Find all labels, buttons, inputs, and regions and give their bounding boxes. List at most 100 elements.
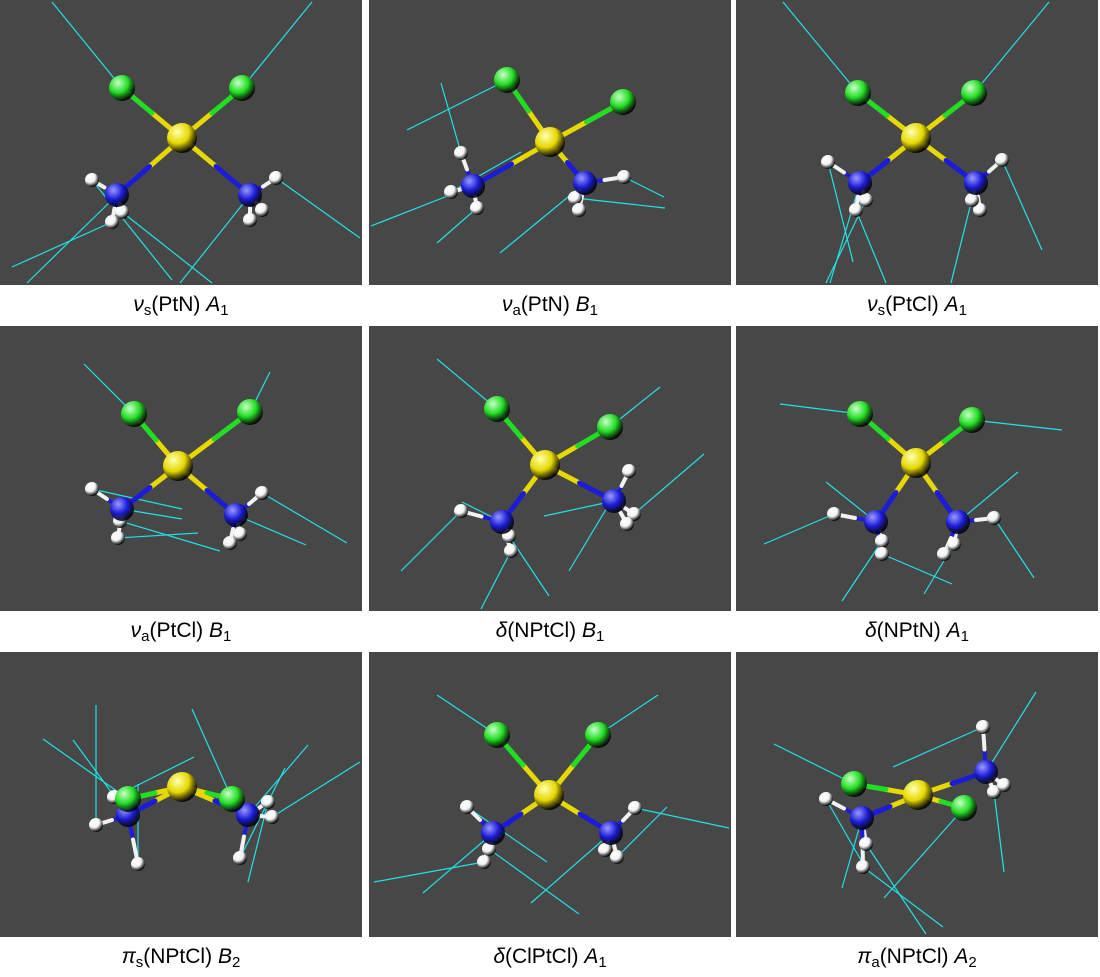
- mode-caption: πa(NPtCl) A2: [736, 937, 1098, 977]
- chlorine-atom: [484, 722, 510, 748]
- displacement-vector: [241, 1, 313, 89]
- displacement-vector: [400, 510, 462, 572]
- hydrogen-atom: [255, 486, 269, 500]
- mode-caption: δ(ClPtCl) A1: [369, 937, 731, 977]
- mode-panel: [369, 0, 731, 285]
- displacement-vector: [406, 79, 508, 131]
- hydrogen-atom: [477, 855, 491, 869]
- displacement-vector: [1001, 159, 1043, 251]
- hydrogen-atom: [827, 507, 841, 521]
- hydrogen-atom: [610, 850, 624, 864]
- hydrogen-atom: [875, 547, 889, 561]
- displacement-vector: [957, 471, 1019, 523]
- hydrogen-atom: [628, 801, 642, 815]
- molecule-render: [0, 326, 362, 611]
- displacement-vector: [773, 743, 855, 785]
- hydrogen-atom: [947, 537, 961, 551]
- displacement-vector: [11, 221, 113, 268]
- displacement-vector: [623, 176, 665, 198]
- mode-symbol-subscript: a: [871, 954, 880, 971]
- chlorine-atom: [109, 75, 135, 101]
- displacement-vector: [825, 798, 867, 870]
- displacement-vector: [530, 832, 612, 904]
- mode-panel: [736, 326, 1098, 611]
- displacement-vector: [271, 761, 361, 818]
- displacement-vector: [275, 177, 361, 239]
- displacement-vector: [247, 744, 309, 816]
- displacement-vector: [883, 807, 965, 899]
- displacement-vector: [119, 520, 221, 552]
- mode-panel: [0, 326, 362, 611]
- hydrogen-atom: [223, 536, 237, 550]
- mode-symbol-subscript: s: [135, 954, 144, 971]
- hydrogen-atom: [261, 795, 275, 809]
- mode-symbol: δ: [495, 619, 508, 642]
- platinum-atom: [901, 123, 931, 153]
- displacement-vector: [480, 550, 512, 610]
- internal-coordinate: (PtCl): [149, 619, 204, 642]
- symmetry-label-subscript: 2: [231, 954, 241, 971]
- symmetry-label: A: [944, 293, 959, 316]
- chlorine-atom: [237, 399, 263, 425]
- mode-panel: [0, 0, 362, 285]
- displacement-vector: [865, 843, 927, 935]
- symmetry-label: A: [584, 945, 599, 968]
- mode-panel: [736, 0, 1098, 285]
- hydrogen-atom: [859, 193, 873, 207]
- displacement-vector: [373, 861, 485, 883]
- displacement-vector: [436, 207, 478, 244]
- nitrogen-atom: [238, 183, 262, 207]
- hydrogen-atom: [987, 785, 1001, 799]
- hydrogen-atom: [243, 213, 257, 227]
- displacement-vector: [881, 553, 953, 585]
- mode-symbol-subscript: s: [143, 302, 152, 319]
- displacement-vector: [993, 791, 1005, 873]
- mode-caption: πs(NPtCl) B2: [0, 937, 362, 977]
- displacement-vector: [616, 806, 668, 858]
- displacement-vector: [422, 832, 494, 894]
- chlorine-atom: [841, 771, 867, 797]
- symmetry-label: B: [581, 619, 596, 642]
- displacement-vector: [440, 82, 462, 154]
- hydrogen-atom: [997, 778, 1011, 792]
- hydrogen-atom: [875, 534, 889, 548]
- chlorine-atom: [959, 407, 985, 433]
- platinum-atom: [167, 772, 197, 802]
- internal-coordinate: (PtCl): [885, 293, 939, 316]
- hydrogen-atom: [973, 203, 987, 217]
- mode-symbol-subscript: a: [141, 628, 150, 645]
- hydrogen-atom: [627, 507, 641, 521]
- internal-coordinate: (PtN): [520, 293, 570, 316]
- hydrogen-atom: [859, 837, 873, 851]
- hydrogen-atom: [89, 818, 103, 832]
- hydrogen-atom: [460, 800, 474, 814]
- displacement-vector: [993, 517, 1035, 579]
- molecule-render: [736, 326, 1098, 611]
- hydrogen-atom: [622, 464, 636, 478]
- displacement-vector: [42, 738, 129, 800]
- nitrogen-atom: [105, 183, 129, 207]
- hydrogen-atom: [482, 842, 496, 856]
- hydrogen-atom: [572, 203, 586, 217]
- displacement-vector: [117, 532, 199, 539]
- nitrogen-atom: [461, 174, 485, 198]
- displacement-vector: [574, 197, 666, 209]
- platinum-atom: [903, 780, 933, 810]
- internal-coordinate: (PtN): [151, 293, 201, 316]
- mode-caption: νs(PtN) A1: [0, 285, 362, 325]
- molecule-render: [736, 0, 1098, 285]
- mode-panel: [736, 652, 1098, 937]
- displacement-vector: [191, 708, 233, 800]
- hydrogen-atom: [937, 547, 951, 561]
- nitrogen-atom: [599, 821, 623, 845]
- mode-symbol-subscript: s: [877, 302, 886, 319]
- hydrogen-atom: [444, 185, 458, 199]
- mode-caption: νs(PtCl) A1: [736, 285, 1098, 325]
- hydrogen-atom: [819, 792, 833, 806]
- displacement-vector: [436, 358, 498, 410]
- internal-coordinate: (NPtCl): [143, 945, 213, 968]
- hydrogen-atom: [233, 527, 247, 541]
- displacement-vector: [235, 514, 307, 546]
- nitrogen-atom: [850, 806, 874, 830]
